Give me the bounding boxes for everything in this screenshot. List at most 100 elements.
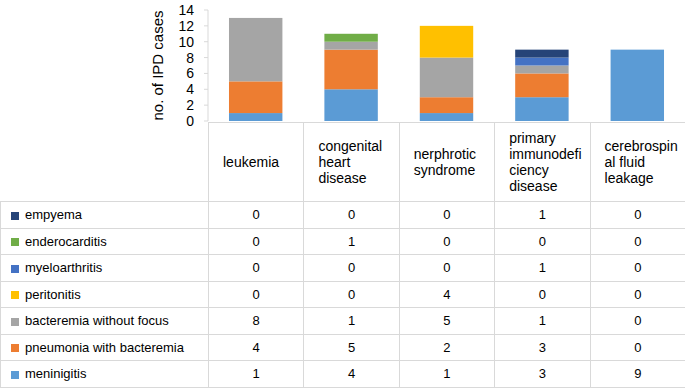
value-cell: 0 — [399, 255, 494, 282]
tick-label: 14 — [178, 2, 194, 18]
axis-label: no. of IPD cases — [149, 10, 166, 120]
legend-cell: myeloarthritis — [1, 255, 209, 282]
bar-segment — [229, 81, 282, 113]
value-cell: 0 — [590, 308, 685, 335]
legend-swatch — [11, 238, 19, 246]
bar-segment — [611, 49, 664, 50]
value-cell: 0 — [399, 202, 494, 229]
series-row: meninigitis14139 — [1, 361, 685, 388]
legend-label: myeloarthritis — [25, 260, 102, 275]
bar-segment — [229, 17, 282, 18]
value-cell: 1 — [495, 255, 590, 282]
bar-segment — [229, 17, 282, 18]
value-cell: 8 — [209, 308, 304, 335]
bar-segment — [420, 25, 473, 26]
category-label: leukemia — [209, 123, 304, 202]
value-cell: 1 — [304, 308, 399, 335]
value-cell: 0 — [209, 281, 304, 308]
legend-cell: empyema — [1, 202, 209, 229]
tick-mark — [204, 73, 208, 74]
bar-segment — [420, 97, 473, 113]
tick-label: 2 — [186, 97, 194, 113]
y-axis — [208, 10, 209, 121]
value-cell: 0 — [590, 202, 685, 229]
legend-label: meninigitis — [25, 366, 86, 381]
tick-label: 0 — [186, 113, 194, 129]
tick-mark — [204, 57, 208, 58]
bar-segment — [611, 49, 664, 50]
value-cell: 0 — [399, 228, 494, 255]
value-cell: 5 — [399, 308, 494, 335]
value-cell: 0 — [495, 228, 590, 255]
bars — [229, 18, 664, 121]
series-row: peritonitis00400 — [1, 281, 685, 308]
header-row: leukemiacongenital heart diseasenerphrot… — [1, 123, 685, 202]
bar-segment — [611, 50, 664, 121]
series-row: pneumonia with bacteremia45230 — [1, 334, 685, 361]
category-label: nerphrotic syndrome — [399, 123, 494, 202]
category-label: cerebrospinal fluid leakage — [590, 123, 685, 202]
bar-segment — [420, 25, 473, 26]
legend-swatch — [11, 212, 19, 220]
legend-cell: enderocarditis — [1, 228, 209, 255]
value-cell: 5 — [304, 334, 399, 361]
value-cell: 9 — [590, 361, 685, 388]
data-table: leukemiacongenital heart diseasenerphrot… — [0, 122, 685, 388]
legend-cell: meninigitis — [1, 361, 209, 388]
value-cell: 0 — [590, 255, 685, 282]
value-cell: 0 — [209, 202, 304, 229]
bar-segment — [611, 49, 664, 50]
legend-label: enderocarditis — [25, 234, 107, 249]
value-cell: 1 — [495, 308, 590, 335]
legend-swatch — [11, 344, 19, 352]
bar-segment — [420, 26, 473, 58]
value-cell: 2 — [399, 334, 494, 361]
series-row: empyema00010 — [1, 202, 685, 229]
value-cell: 1 — [209, 361, 304, 388]
bar-segment — [611, 49, 664, 50]
tick-label: 8 — [186, 50, 194, 66]
value-cell: 1 — [495, 202, 590, 229]
category-label: primary immunodeficiency disease — [495, 123, 590, 202]
tick-mark — [204, 121, 208, 122]
bar-segment — [324, 33, 377, 34]
series-row: myeloarthritis00010 — [1, 255, 685, 282]
value-cell: 0 — [304, 281, 399, 308]
legend-swatch — [11, 371, 19, 379]
series-row: bacteremia without focus81510 — [1, 308, 685, 335]
legend-label: empyema — [25, 207, 82, 222]
value-cell: 4 — [304, 361, 399, 388]
value-cell: 0 — [304, 255, 399, 282]
bar-segment — [515, 97, 568, 121]
bar-segment — [324, 89, 377, 121]
bar-segment — [515, 58, 568, 66]
value-cell: 4 — [399, 281, 494, 308]
category-label: congenital heart disease — [304, 123, 399, 202]
value-cell: 0 — [209, 228, 304, 255]
bar-segment — [420, 58, 473, 98]
value-cell: 1 — [304, 228, 399, 255]
bar-segment — [229, 17, 282, 18]
legend-cell: peritonitis — [1, 281, 209, 308]
bar-segment — [229, 18, 282, 81]
legend-label: pneumonia with bacteremia — [25, 340, 184, 355]
tick-mark — [204, 105, 208, 106]
bar-segment — [515, 66, 568, 74]
tick-mark — [204, 25, 208, 26]
value-cell: 3 — [495, 361, 590, 388]
tick-mark — [204, 10, 208, 11]
tick-label: 4 — [186, 81, 194, 97]
tick-mark — [204, 89, 208, 90]
bar-segment — [420, 113, 473, 121]
value-cell: 0 — [304, 202, 399, 229]
bar-segment — [611, 49, 664, 50]
bar-segment — [229, 113, 282, 121]
value-cell: 3 — [495, 334, 590, 361]
legend-swatch — [11, 318, 19, 326]
value-cell: 0 — [590, 281, 685, 308]
legend-swatch — [11, 291, 19, 299]
legend-label: bacteremia without focus — [25, 313, 169, 328]
bar-segment — [324, 50, 377, 90]
value-cell: 4 — [209, 334, 304, 361]
bar-segment — [515, 73, 568, 97]
